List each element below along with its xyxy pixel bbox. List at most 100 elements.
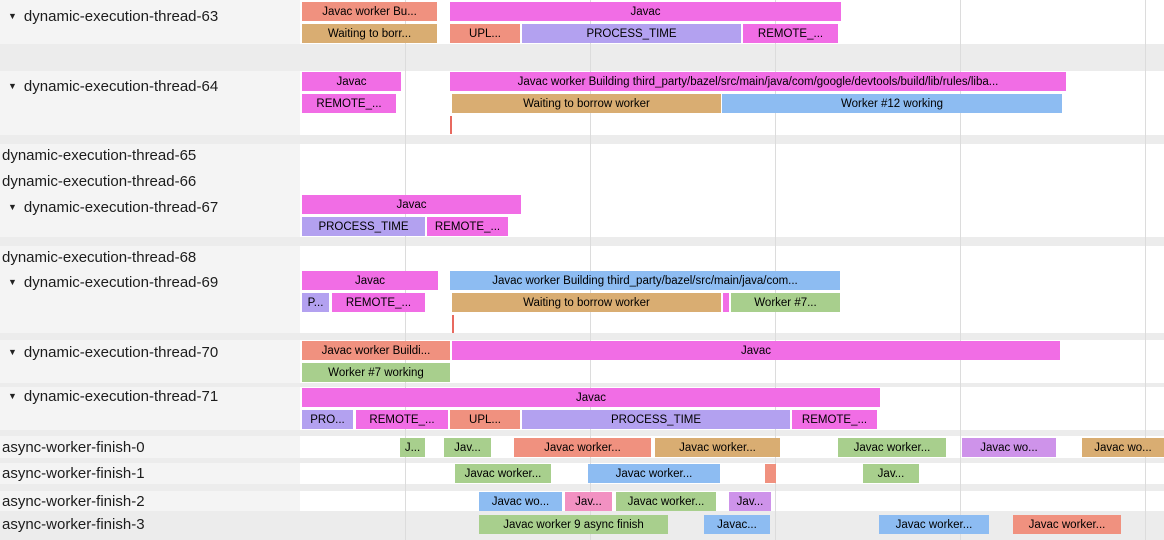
- trace-event-bar[interactable]: Javac worker Building third_party/bazel/…: [450, 271, 840, 290]
- trace-event-bar[interactable]: REMOTE_...: [792, 410, 877, 429]
- thread-row-label-text: dynamic-execution-thread-70: [23, 343, 219, 361]
- row-separator-band: [0, 135, 1164, 144]
- thread-row-label[interactable]: dynamic-execution-thread-65: [2, 146, 196, 164]
- trace-event-bar[interactable]: Javac: [452, 341, 1060, 360]
- trace-event-bar[interactable]: Javac: [302, 72, 401, 91]
- trace-event-bar[interactable]: Javac worker...: [1013, 515, 1121, 534]
- trace-event-label: UPL...: [469, 27, 501, 40]
- thread-row-label[interactable]: async-worker-finish-3: [2, 515, 145, 533]
- collapse-triangle-icon[interactable]: ▼: [8, 201, 17, 212]
- trace-event-label: Javac: [396, 198, 427, 211]
- trace-event-bar[interactable]: Javac: [302, 195, 521, 214]
- trace-event-bar[interactable]: REMOTE_...: [427, 217, 508, 236]
- trace-event-bar[interactable]: Javac worker Buildi...: [302, 341, 450, 360]
- trace-event-bar[interactable]: Waiting to borrow worker: [452, 293, 721, 312]
- trace-event-bar[interactable]: Worker #7 working: [302, 363, 450, 382]
- trace-event-bar[interactable]: Javac worker Bu...: [302, 2, 437, 21]
- thread-row-label[interactable]: ▼ dynamic-execution-thread-63: [2, 7, 218, 25]
- trace-event-bar[interactable]: Jav...: [863, 464, 919, 483]
- trace-event-bar[interactable]: UPL...: [450, 24, 520, 43]
- trace-event-bar[interactable]: Javac: [302, 388, 880, 407]
- trace-event-label: Javac wo...: [491, 495, 550, 508]
- row-separator-band: [0, 44, 1164, 71]
- row-separator-band: [0, 383, 1164, 387]
- time-gridline: [775, 0, 776, 540]
- trace-event-bar[interactable]: [765, 464, 776, 483]
- trace-event-label: Javac worker...: [627, 495, 705, 508]
- thread-row-label[interactable]: dynamic-execution-thread-68: [2, 248, 196, 266]
- trace-event-bar[interactable]: Javac worker...: [879, 515, 989, 534]
- trace-event-bar[interactable]: Javac wo...: [479, 492, 562, 511]
- trace-event-bar[interactable]: REMOTE_...: [332, 293, 425, 312]
- row-separator-band: [0, 458, 1164, 463]
- trace-event-label: Javac: [575, 391, 607, 404]
- trace-event-label: Javac worker...: [615, 467, 693, 480]
- trace-event-bar[interactable]: Javac: [450, 2, 841, 21]
- trace-event-bar[interactable]: Javac worker...: [616, 492, 716, 511]
- trace-event-bar[interactable]: [723, 293, 729, 312]
- trace-event-label: REMOTE_...: [316, 97, 382, 110]
- row-separator-band: [0, 237, 1164, 246]
- trace-event-bar[interactable]: Jav...: [444, 438, 491, 457]
- trace-event-bar[interactable]: Javac worker 9 async finish: [479, 515, 668, 534]
- collapse-triangle-icon[interactable]: ▼: [8, 276, 17, 287]
- trace-event-bar[interactable]: Worker #7...: [731, 293, 840, 312]
- trace-event-bar[interactable]: Javac worker...: [514, 438, 651, 457]
- trace-event-bar[interactable]: Javac: [302, 271, 438, 290]
- row-separator-band: [0, 484, 1164, 491]
- trace-event-bar[interactable]: Jav...: [565, 492, 612, 511]
- collapse-triangle-icon[interactable]: ▼: [8, 80, 17, 91]
- trace-event-bar[interactable]: Javac worker Building third_party/bazel/…: [450, 72, 1066, 91]
- trace-event-label: P...: [307, 296, 324, 309]
- trace-event-label: Javac: [354, 274, 386, 287]
- trace-event-bar[interactable]: REMOTE_...: [356, 410, 448, 429]
- time-gridline: [1145, 0, 1146, 540]
- trace-event-bar[interactable]: REMOTE_...: [743, 24, 838, 43]
- trace-event-bar[interactable]: Javac...: [704, 515, 770, 534]
- thread-row-label[interactable]: ▼ dynamic-execution-thread-70: [2, 343, 218, 361]
- thread-row-label-text: dynamic-execution-thread-68: [2, 248, 197, 266]
- trace-event-bar[interactable]: Javac worker...: [655, 438, 780, 457]
- trace-event-bar[interactable]: P...: [302, 293, 329, 312]
- trace-event-bar[interactable]: PROCESS_TIME: [522, 410, 790, 429]
- thread-row-label[interactable]: async-worker-finish-1: [2, 464, 145, 482]
- thread-row-label[interactable]: async-worker-finish-0: [2, 438, 145, 456]
- trace-event-label: Javac: [630, 5, 661, 18]
- thread-row-label-text: async-worker-finish-3: [2, 515, 145, 533]
- trace-event-label: REMOTE_...: [345, 296, 412, 309]
- trace-event-label: Javac worker...: [679, 441, 756, 454]
- trace-event-bar[interactable]: Jav...: [729, 492, 771, 511]
- trace-event-bar[interactable]: Javac wo...: [962, 438, 1056, 457]
- collapse-triangle-icon[interactable]: ▼: [8, 390, 17, 401]
- trace-event-label: Javac worker...: [544, 441, 621, 454]
- trace-event-label: PROCESS_TIME: [586, 27, 677, 40]
- trace-event-label: Javac: [740, 344, 772, 357]
- trace-event-bar[interactable]: Javac worker...: [455, 464, 551, 483]
- trace-event-bar[interactable]: Waiting to borr...: [302, 24, 437, 43]
- thread-row-label[interactable]: ▼ dynamic-execution-thread-69: [2, 273, 218, 291]
- trace-event-bar[interactable]: PROCESS_TIME: [522, 24, 741, 43]
- trace-event-bar[interactable]: J...: [400, 438, 425, 457]
- thread-row-label[interactable]: async-worker-finish-2: [2, 492, 145, 510]
- trace-event-bar[interactable]: Javac wo...: [1082, 438, 1164, 457]
- thread-row-label[interactable]: dynamic-execution-thread-66: [2, 172, 196, 190]
- thread-row-label[interactable]: ▼ dynamic-execution-thread-67: [2, 198, 218, 216]
- thread-row-label[interactable]: ▼ dynamic-execution-thread-71: [2, 387, 218, 405]
- trace-event-bar[interactable]: Javac worker...: [838, 438, 946, 457]
- trace-event-bar[interactable]: Worker #12 working: [722, 94, 1062, 113]
- trace-event-bar[interactable]: PRO...: [302, 410, 353, 429]
- collapse-triangle-icon[interactable]: ▼: [8, 10, 17, 21]
- thread-row-label[interactable]: ▼ dynamic-execution-thread-64: [2, 77, 218, 95]
- trace-event-label: Javac worker...: [1028, 518, 1106, 531]
- row-separator-band: [0, 333, 1164, 340]
- collapse-triangle-icon[interactable]: ▼: [8, 346, 17, 357]
- thread-row-label-text: dynamic-execution-thread-66: [2, 172, 197, 190]
- trace-event-bar[interactable]: PROCESS_TIME: [302, 217, 425, 236]
- trace-event-bar[interactable]: Javac worker...: [588, 464, 720, 483]
- time-gridline: [590, 0, 591, 540]
- trace-event-bar[interactable]: REMOTE_...: [302, 94, 396, 113]
- trace-event-bar[interactable]: Waiting to borrow worker: [452, 94, 721, 113]
- trace-event-label: Javac worker 9 async finish: [503, 518, 644, 531]
- trace-event-bar[interactable]: UPL...: [450, 410, 520, 429]
